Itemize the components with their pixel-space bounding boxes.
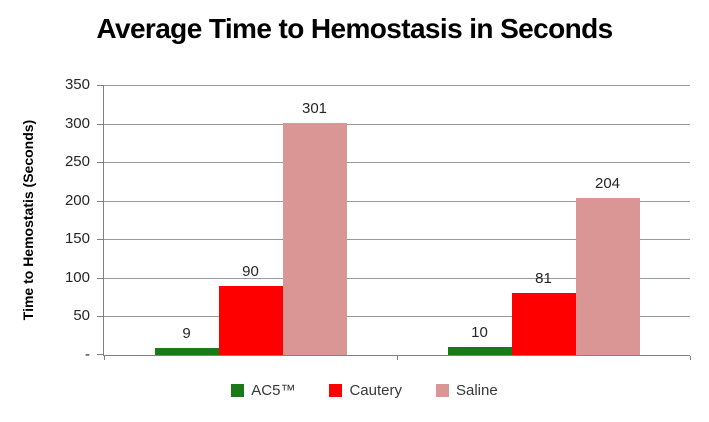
bar-value-label: 90 bbox=[242, 262, 259, 280]
gridline bbox=[104, 123, 690, 125]
bar-ac5-group2 bbox=[447, 347, 512, 355]
gridline bbox=[104, 85, 690, 86]
x-axis-tick bbox=[690, 356, 691, 360]
y-axis-tick bbox=[97, 123, 104, 125]
legend-item-saline: Saline bbox=[436, 382, 498, 399]
legend: AC5™ Cautery Saline bbox=[10, 382, 709, 399]
y-tick-label: 50 bbox=[73, 307, 90, 325]
y-axis-tick bbox=[97, 316, 104, 318]
y-axis-tick bbox=[97, 277, 104, 279]
legend-label: Cautery bbox=[349, 382, 402, 399]
legend-color-swatch bbox=[329, 384, 343, 397]
x-axis-tick bbox=[397, 356, 398, 360]
y-axis-tick bbox=[97, 162, 104, 164]
gridline bbox=[104, 277, 690, 279]
bar-value-label: 10 bbox=[471, 324, 488, 342]
y-axis-title: Time to Hemostatis (Seconds) bbox=[20, 119, 36, 321]
bar-saline-group2 bbox=[575, 197, 640, 355]
y-tick-label: 100 bbox=[64, 268, 90, 286]
bar-cautery-group1 bbox=[218, 285, 283, 355]
legend-item-ac5: AC5™ bbox=[231, 382, 295, 399]
y-tick-label: - bbox=[85, 346, 90, 363]
bar-saline-group1 bbox=[282, 122, 347, 355]
gridline bbox=[104, 162, 690, 164]
bar-value-label: 9 bbox=[182, 325, 191, 343]
y-tick-label: 150 bbox=[64, 230, 90, 248]
legend-label: AC5™ bbox=[251, 382, 296, 399]
gridline bbox=[104, 200, 690, 202]
chart-title: Average Time to Hemostasis in Seconds bbox=[96, 13, 613, 44]
gridline bbox=[104, 239, 690, 241]
y-tick-label: 300 bbox=[64, 114, 90, 132]
bar-ac5-group1 bbox=[154, 348, 219, 355]
bar-value-label: 301 bbox=[301, 99, 328, 117]
gridline bbox=[104, 316, 690, 318]
y-axis-tick bbox=[97, 85, 104, 86]
plot-area: 9 90 301 10 81 204 bbox=[97, 85, 691, 360]
y-tick-label: 350 bbox=[64, 76, 90, 93]
legend-label: Saline bbox=[456, 382, 498, 399]
bar-value-label: 204 bbox=[594, 174, 621, 192]
legend-item-cautery: Cautery bbox=[329, 382, 402, 399]
bar-value-label: 81 bbox=[535, 269, 552, 287]
y-axis-tick bbox=[97, 239, 104, 241]
bar-cautery-group2 bbox=[511, 292, 576, 355]
legend-color-swatch bbox=[231, 384, 245, 397]
y-tick-label: 200 bbox=[64, 191, 90, 209]
y-axis-tick bbox=[97, 354, 104, 355]
y-axis-tick bbox=[97, 200, 104, 202]
legend-color-swatch bbox=[436, 384, 449, 397]
y-tick-label: 250 bbox=[64, 153, 90, 171]
x-axis-tick bbox=[104, 356, 105, 360]
